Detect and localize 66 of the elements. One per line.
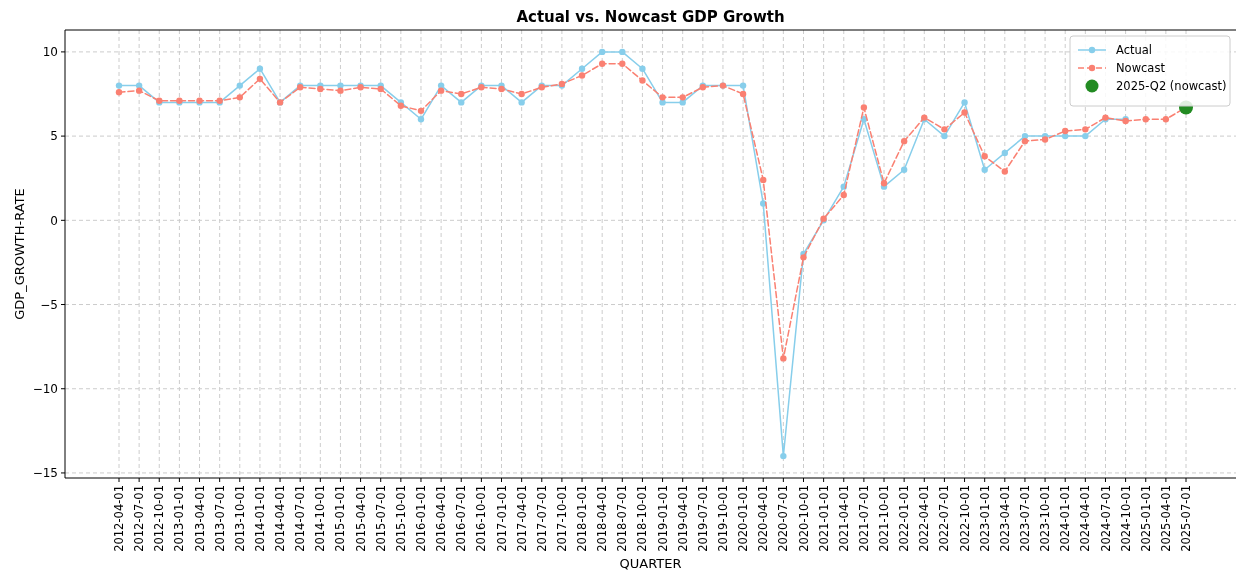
x-tick-label: 2021-10-01: [877, 485, 892, 552]
y-axis-title: GDP_GROWTH-RATE: [12, 188, 27, 320]
chart-title: Actual vs. Nowcast GDP Growth: [516, 8, 785, 26]
x-tick-label: 2022-07-01: [937, 485, 952, 552]
x-tick-label: 2017-04-01: [514, 485, 529, 552]
x-tick-label: 2015-04-01: [353, 485, 368, 552]
x-tick-label: 2013-10-01: [232, 485, 247, 552]
y-tick-label: 5: [50, 129, 58, 144]
x-tick-label: 2014-10-01: [313, 485, 328, 552]
x-tick-label: 2024-04-01: [1078, 485, 1093, 552]
x-tick-label: 2018-01-01: [575, 485, 590, 552]
x-tick-label: 2024-01-01: [1058, 485, 1073, 552]
x-tick-label: 2017-10-01: [554, 485, 569, 552]
x-tick-label: 2019-01-01: [655, 485, 670, 552]
legend-label: 2025-Q2 (nowcast): [1116, 79, 1227, 94]
x-tick-label: 2012-10-01: [152, 485, 167, 552]
x-tick-label: 2016-10-01: [474, 485, 489, 552]
x-tick-label: 2024-07-01: [1098, 485, 1113, 552]
y-tick-label: −5: [40, 297, 58, 312]
legend-label: Actual: [1116, 43, 1153, 58]
x-tick-label: 2020-01-01: [736, 485, 751, 552]
x-tick-label: 2016-04-01: [434, 485, 449, 552]
x-tick-label: 2012-07-01: [132, 485, 147, 552]
x-tick-label: 2018-07-01: [615, 485, 630, 552]
x-tick-label: 2014-07-01: [293, 485, 308, 552]
x-tick-label: 2019-04-01: [675, 485, 690, 552]
x-tick-label: 2013-01-01: [172, 485, 187, 552]
y-tick-label: 10: [42, 45, 58, 60]
x-tick-label: 2020-04-01: [756, 485, 771, 552]
x-tick-label: 2025-04-01: [1158, 485, 1173, 552]
x-tick-label: 2015-07-01: [373, 485, 388, 552]
x-tick-label: 2023-10-01: [1038, 485, 1053, 552]
x-tick-label: 2018-04-01: [595, 485, 610, 552]
x-tick-label: 2016-07-01: [454, 485, 469, 552]
x-tick-label: 2013-07-01: [212, 485, 227, 552]
x-tick-label: 2013-04-01: [192, 485, 207, 552]
x-tick-label: 2023-01-01: [977, 485, 992, 552]
x-tick-label: 2014-01-01: [252, 485, 267, 552]
x-tick-label: 2014-04-01: [273, 485, 288, 552]
x-tick-label: 2025-01-01: [1138, 485, 1153, 552]
x-tick-label: 2020-10-01: [796, 485, 811, 552]
x-tick-label: 2020-07-01: [776, 485, 791, 552]
x-tick-label: 2012-04-01: [112, 485, 127, 552]
x-tick-label: 2017-01-01: [494, 485, 509, 552]
x-tick-label: 2019-10-01: [715, 485, 730, 552]
x-tick-label: 2022-04-01: [917, 485, 932, 552]
y-tick-label: −10: [32, 381, 58, 396]
x-tick-label: 2022-01-01: [897, 485, 912, 552]
x-axis-title: QUARTER: [619, 556, 682, 571]
x-tick-label: 2018-10-01: [635, 485, 650, 552]
y-tick-label: −15: [32, 466, 58, 481]
x-tick-label: 2023-04-01: [997, 485, 1012, 552]
x-tick-label: 2019-07-01: [695, 485, 710, 552]
x-tick-label: 2021-01-01: [816, 485, 831, 552]
x-tick-label: 2016-01-01: [414, 485, 429, 552]
x-tick-label: 2015-10-01: [393, 485, 408, 552]
x-tick-label: 2025-07-01: [1179, 485, 1194, 552]
y-tick-label: 0: [50, 213, 58, 228]
x-tick-label: 2022-10-01: [957, 485, 972, 552]
x-tick-label: 2024-10-01: [1118, 485, 1133, 552]
x-tick-label: 2021-07-01: [856, 485, 871, 552]
x-tick-label: 2021-04-01: [836, 485, 851, 552]
x-tick-label: 2023-07-01: [1017, 485, 1032, 552]
x-tick-label: 2017-07-01: [534, 485, 549, 552]
x-tick-label: 2015-01-01: [333, 485, 348, 552]
legend-label: Nowcast: [1116, 61, 1166, 76]
